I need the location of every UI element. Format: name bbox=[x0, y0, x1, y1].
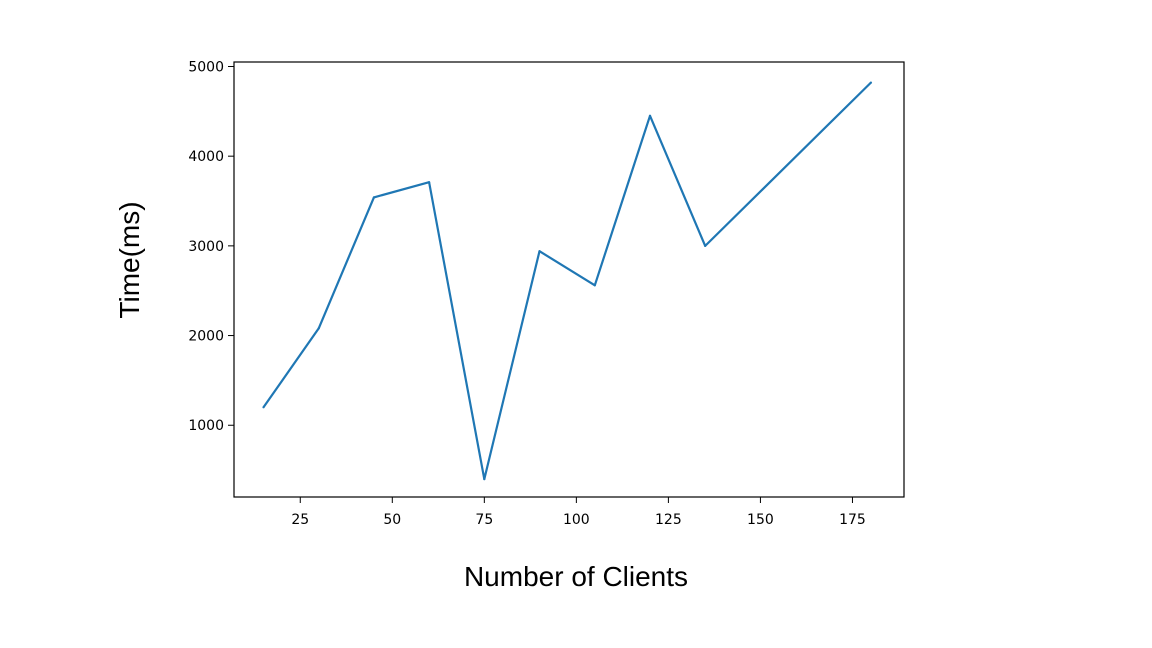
data-point bbox=[593, 284, 596, 287]
data-point bbox=[704, 244, 707, 247]
x-tick-label: 150 bbox=[747, 512, 774, 528]
x-axis-title: Number of Clients bbox=[464, 561, 688, 592]
x-tick-label: 25 bbox=[291, 512, 309, 528]
y-tick-label: 1000 bbox=[188, 418, 224, 434]
x-tick-label: 50 bbox=[383, 512, 401, 528]
x-tick-label: 175 bbox=[839, 512, 866, 528]
plot-frame bbox=[233, 61, 905, 498]
series-line bbox=[262, 81, 872, 481]
y-tick-label: 2000 bbox=[188, 329, 224, 345]
y-tick-label: 5000 bbox=[188, 59, 224, 75]
x-tick-label: 100 bbox=[563, 512, 590, 528]
data-point bbox=[869, 81, 873, 84]
data-point bbox=[317, 327, 320, 330]
data-point bbox=[372, 196, 375, 199]
data-point bbox=[262, 406, 265, 409]
y-tick-label: 3000 bbox=[188, 239, 224, 255]
y-axis-title: Time(ms) bbox=[114, 201, 145, 318]
series-layer bbox=[262, 81, 873, 481]
x-tick-label: 125 bbox=[655, 512, 682, 528]
data-point bbox=[483, 478, 486, 481]
data-point bbox=[538, 250, 541, 253]
axis-ticks: 25 50 75 100 125 150 175 1000 2000 3000 4000 5000 bbox=[188, 59, 865, 528]
data-point bbox=[648, 114, 652, 117]
x-tick-label: 75 bbox=[475, 512, 493, 528]
y-tick-label: 4000 bbox=[188, 149, 224, 165]
data-point bbox=[428, 181, 431, 184]
